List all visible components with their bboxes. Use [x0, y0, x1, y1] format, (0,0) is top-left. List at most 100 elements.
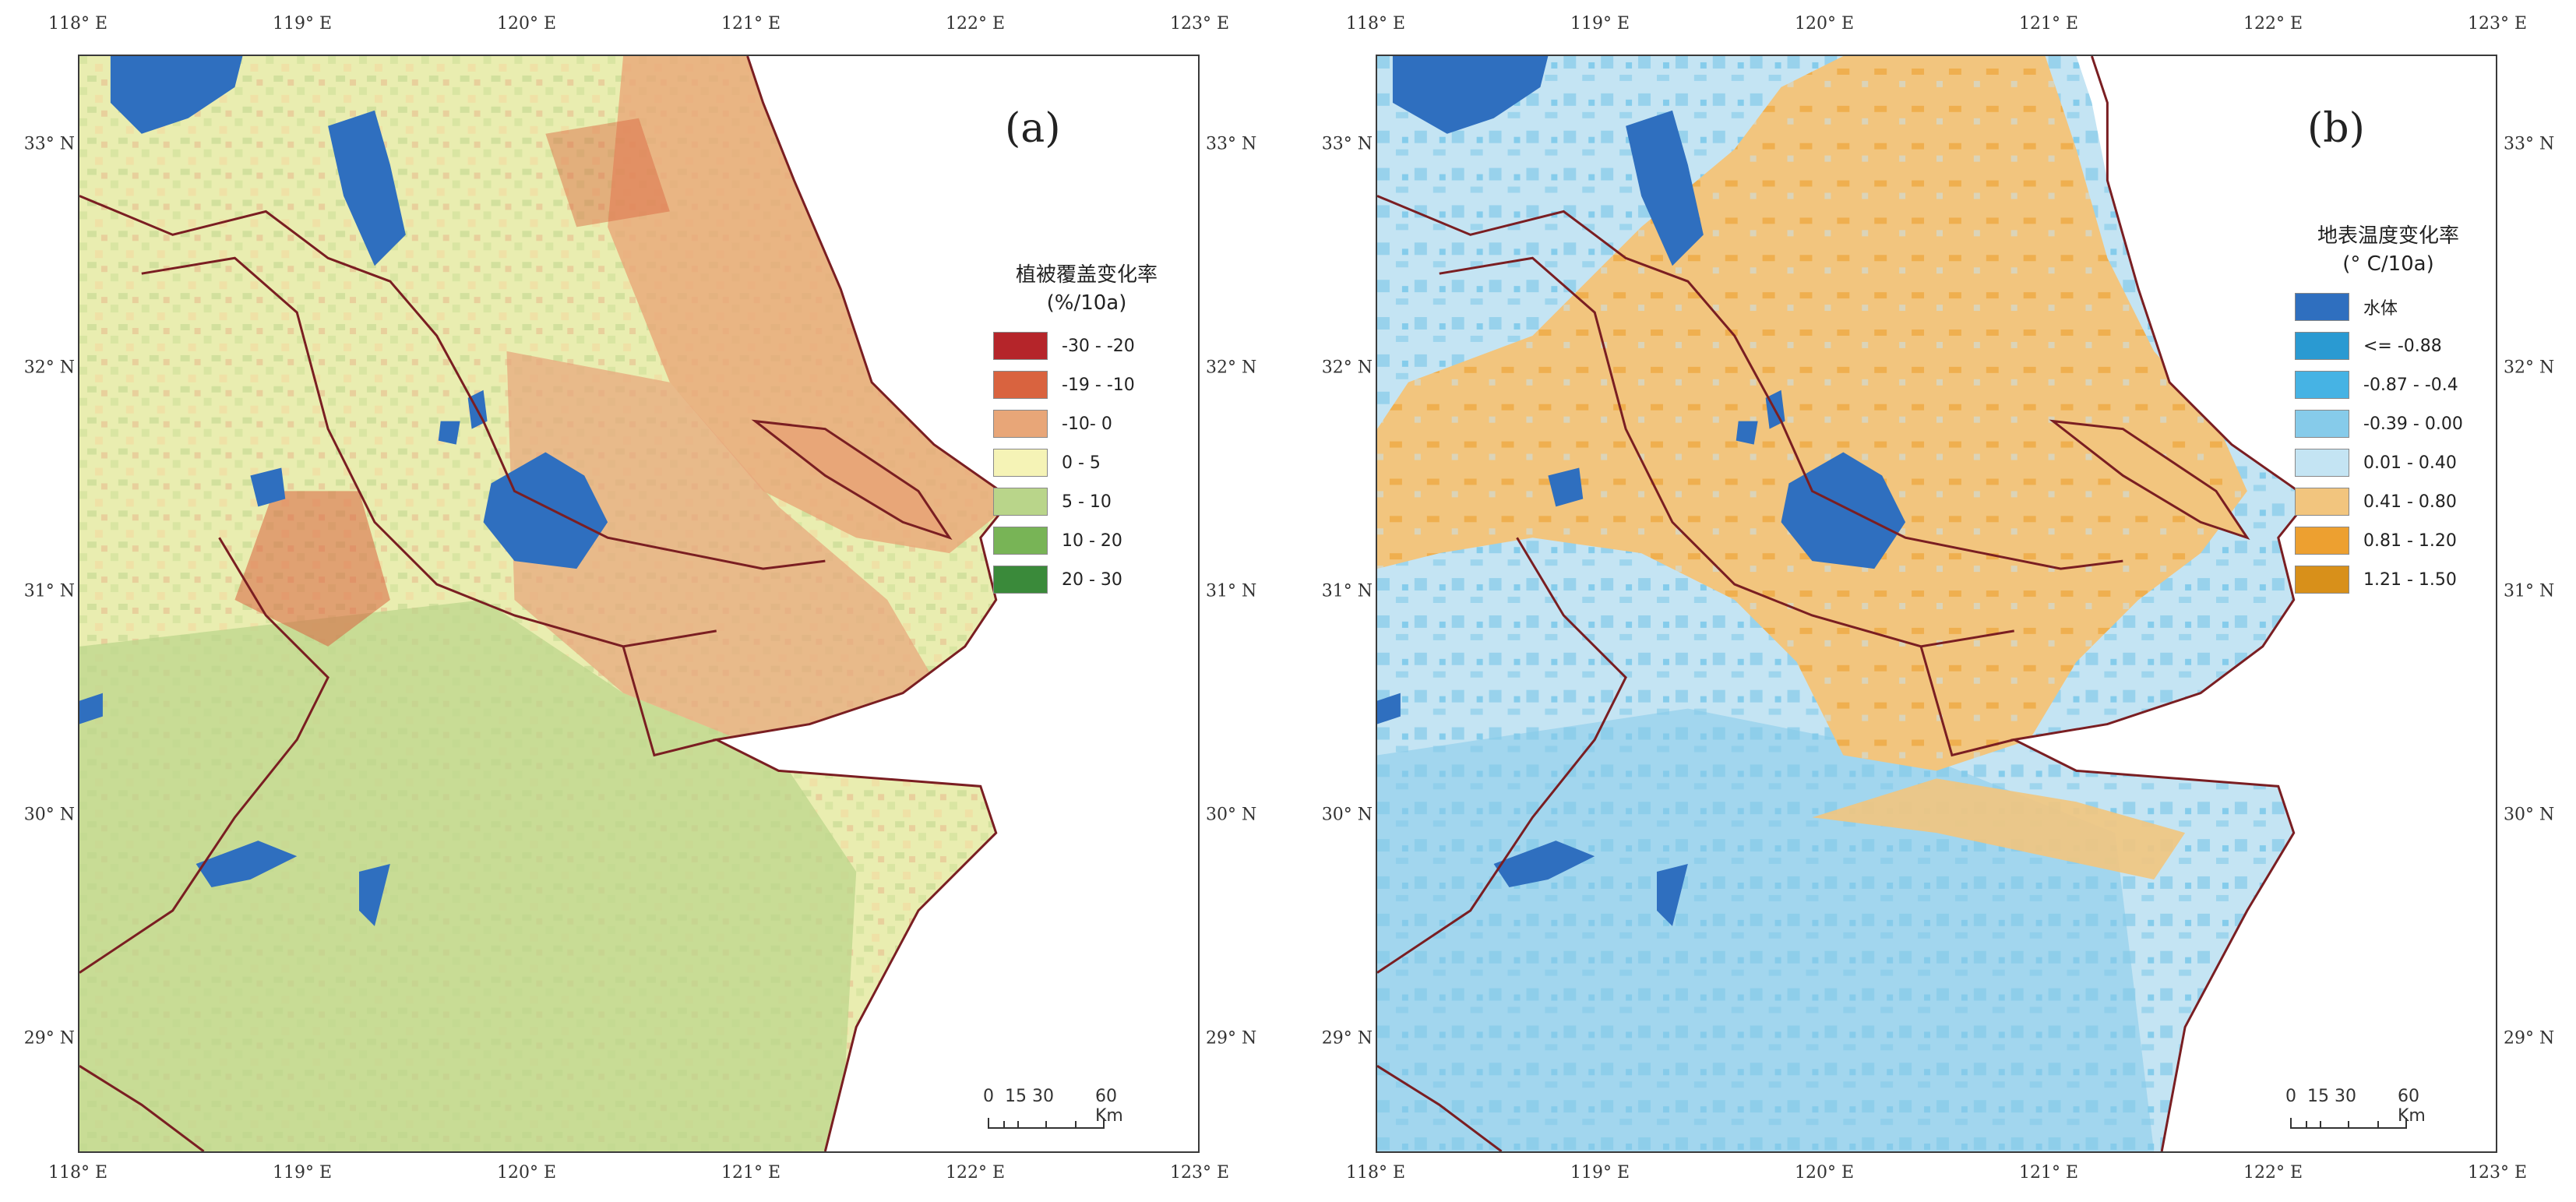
lat-label-left: 31° N [23, 581, 75, 601]
legend-item: 0.81 - 1.20 [2295, 521, 2482, 560]
lon-label-bottom: 118° E [1345, 1163, 1406, 1183]
legend-swatch [2295, 332, 2349, 360]
lon-label-bottom: 123° E [1169, 1163, 1230, 1183]
legend-title: 地表温度变化率 [2317, 224, 2459, 248]
legend-swatch [2295, 527, 2349, 555]
legend-swatch [993, 527, 1048, 555]
lat-label-left: 30° N [23, 805, 75, 825]
legend-swatch [2295, 371, 2349, 399]
lat-label-left: 33° N [1321, 134, 1373, 154]
legend-label: -30 - -20 [1062, 336, 1135, 356]
legend-swatch [2295, 488, 2349, 516]
legend-swatch [2295, 566, 2349, 594]
legend-swatch [2295, 449, 2349, 477]
lat-label-right: 33° N [1206, 134, 1257, 154]
lon-label-bottom: 119° E [272, 1163, 333, 1183]
lat-label-right: 33° N [2504, 134, 2555, 154]
legend-item: 0.41 - 0.80 [2295, 482, 2482, 521]
legend-label: 0 - 5 [1062, 453, 1101, 473]
legend-item: 0 - 5 [993, 443, 1180, 482]
legend-swatch [993, 410, 1048, 438]
lat-label-left: 29° N [23, 1028, 75, 1049]
legend-item: -0.87 - -0.4 [2295, 365, 2482, 404]
lon-label-bottom: 118° E [48, 1163, 108, 1183]
scale-bar: 0 15 30 60 Km [2285, 1087, 2430, 1133]
legend-label: -0.39 - 0.00 [2363, 414, 2463, 434]
lon-label-bottom: 121° E [721, 1163, 781, 1183]
legend-label: 20 - 30 [1062, 569, 1122, 590]
map-panel-a: 118° E 119° E 120° E 121° E 122° E 123° … [23, 14, 1257, 1183]
lat-label-left: 33° N [23, 134, 75, 154]
lon-label-top: 119° E [1570, 14, 1630, 33]
legend-title: 植被覆盖变化率 [1015, 263, 1158, 287]
legend-unit: (%/10a) [1046, 291, 1127, 315]
lat-label-left: 32° N [23, 358, 75, 378]
lon-label-top: 118° E [48, 14, 108, 33]
lat-label-right: 30° N [2504, 805, 2555, 825]
lat-label-right: 29° N [1206, 1028, 1257, 1049]
lat-label-left: 29° N [1321, 1028, 1373, 1049]
legend-item: 水体 [2295, 287, 2482, 326]
lon-label-top: 121° E [2018, 14, 2079, 33]
lon-label-bottom: 120° E [496, 1163, 557, 1183]
legend-label: 0.81 - 1.20 [2363, 531, 2457, 551]
lat-label-left: 31° N [1321, 581, 1373, 601]
legend-swatch [993, 332, 1048, 360]
legend-swatch [2295, 293, 2349, 321]
legend-item: 1.21 - 1.50 [2295, 560, 2482, 599]
legend: 植被覆盖变化率 (%/10a) -30 - -20 -19 - -10 -10-… [993, 261, 1180, 599]
lon-label-bottom: 119° E [1570, 1163, 1630, 1183]
legend-label: 10 - 20 [1062, 531, 1122, 551]
legend-label: 0.01 - 0.40 [2363, 453, 2457, 473]
scale-label: 15 30 [2307, 1087, 2356, 1106]
surface-temperature-change-map [1377, 56, 2496, 1151]
lon-label-bottom: 122° E [945, 1163, 1006, 1183]
legend-swatch [2295, 410, 2349, 438]
legend-swatch [993, 488, 1048, 516]
scale-label: 0 [2285, 1087, 2296, 1106]
map-frame-b [1376, 55, 2497, 1153]
map-panel-b: 118° E 119° E 120° E 121° E 122° E 123° … [1288, 0, 2576, 1202]
lat-label-left: 32° N [1321, 358, 1373, 378]
scale-bar-line [2290, 1118, 2407, 1129]
scale-label: 15 30 [1005, 1087, 1054, 1106]
vegetation-change-map [79, 56, 1198, 1151]
legend-item: 10 - 20 [993, 521, 1180, 560]
lon-label-bottom: 120° E [1794, 1163, 1855, 1183]
legend-unit: (° C/10a) [2342, 252, 2434, 276]
legend-item: -30 - -20 [993, 326, 1180, 365]
legend-swatch [993, 371, 1048, 399]
panel-label: (b) [2307, 105, 2365, 152]
legend-label: 0.41 - 0.80 [2363, 492, 2457, 512]
legend-label: -10- 0 [1062, 414, 1112, 434]
legend-item: 20 - 30 [993, 560, 1180, 599]
legend-item: -19 - -10 [993, 365, 1180, 404]
lon-label-bottom: 122° E [2243, 1163, 2303, 1183]
lon-label-top: 122° E [2243, 14, 2303, 33]
scale-label: 0 [983, 1087, 994, 1106]
legend-item: -0.39 - 0.00 [2295, 404, 2482, 443]
lon-label-top: 118° E [1345, 14, 1406, 33]
lat-label-right: 30° N [1206, 805, 1257, 825]
legend-label: -19 - -10 [1062, 375, 1135, 395]
lat-label-left: 30° N [1321, 805, 1373, 825]
lon-label-top: 123° E [1169, 14, 1230, 33]
legend-label: -0.87 - -0.4 [2363, 375, 2458, 395]
legend-item: <= -0.88 [2295, 326, 2482, 365]
map-frame-a [78, 55, 1200, 1153]
panel-label: (a) [1005, 105, 1061, 152]
lat-label-right: 29° N [2504, 1028, 2555, 1049]
legend-label: 水体 [2363, 299, 2398, 319]
lon-label-bottom: 121° E [2018, 1163, 2079, 1183]
legend-swatch [993, 449, 1048, 477]
legend-label: 5 - 10 [1062, 492, 1112, 512]
legend: 地表温度变化率 (° C/10a) 水体 <= -0.88 -0.87 - -0… [2295, 222, 2482, 599]
lat-label-right: 31° N [1206, 581, 1257, 601]
lon-label-top: 120° E [1794, 14, 1855, 33]
lat-label-right: 32° N [2504, 358, 2555, 378]
lon-label-top: 121° E [721, 14, 781, 33]
legend-item: 5 - 10 [993, 482, 1180, 521]
scale-label: 60 Km [2398, 1087, 2426, 1126]
legend-label: 1.21 - 1.50 [2363, 569, 2457, 590]
lat-label-right: 31° N [2504, 581, 2555, 601]
